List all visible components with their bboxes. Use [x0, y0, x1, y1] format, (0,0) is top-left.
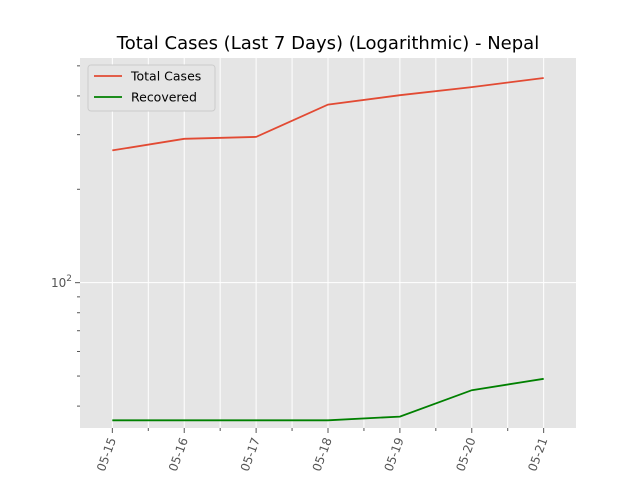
- x-tick-label: 05-18: [310, 436, 335, 474]
- x-axis: 05-15 05-16 05-17 05-18 05-19 05-20 05-21: [94, 428, 550, 473]
- x-tick-label: 05-16: [166, 436, 191, 474]
- y-tick-label-base: 10: [51, 276, 66, 290]
- x-tick-label: 05-21: [525, 436, 550, 474]
- y-axis: 102: [51, 65, 80, 407]
- y-tick-label: 102: [51, 274, 72, 290]
- series-lines: [112, 77, 544, 422]
- grid: [80, 58, 576, 428]
- y-tick-label-exponent: 2: [66, 274, 72, 284]
- legend-label: Total Cases: [130, 68, 201, 83]
- x-tick-label: 05-17: [238, 436, 263, 474]
- series-line-recovered: [112, 377, 544, 422]
- legend: Total Cases Recovered: [87, 64, 216, 112]
- legend-label: Recovered: [131, 89, 197, 104]
- x-tick-label: 05-19: [382, 436, 407, 474]
- chart-title: Total Cases (Last 7 Days) (Logarithmic) …: [116, 33, 539, 54]
- x-tick-label: 05-20: [453, 436, 478, 474]
- x-tick-label: 05-15: [94, 436, 119, 474]
- series-line-total-cases: [112, 77, 544, 152]
